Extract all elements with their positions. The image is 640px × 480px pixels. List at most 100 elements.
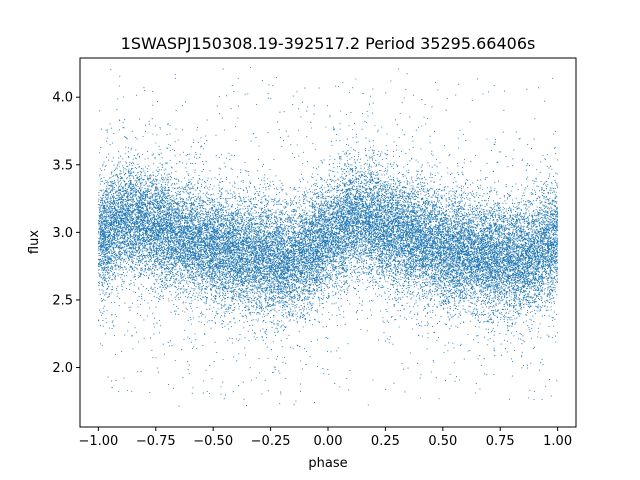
data-point <box>130 149 131 150</box>
data-point <box>469 121 470 122</box>
data-point <box>334 267 335 268</box>
data-point <box>366 180 367 181</box>
data-point <box>283 279 284 280</box>
data-point <box>505 287 506 288</box>
chart-title: 1SWASPJ150308.19-392517.2 Period 35295.6… <box>121 34 536 53</box>
data-point <box>375 285 376 286</box>
data-point <box>403 209 404 210</box>
data-point <box>393 284 394 285</box>
data-point <box>557 253 558 254</box>
data-point <box>262 215 263 216</box>
data-point <box>323 295 324 296</box>
data-point <box>280 393 281 394</box>
data-point <box>336 285 337 286</box>
data-point <box>312 143 313 144</box>
data-point <box>541 307 542 308</box>
data-point <box>451 195 452 196</box>
data-point <box>228 252 229 253</box>
data-point <box>123 231 124 232</box>
data-point <box>485 290 486 291</box>
data-point <box>313 249 314 250</box>
data-point <box>355 189 356 190</box>
data-point <box>258 193 259 194</box>
data-point <box>127 218 128 219</box>
data-point <box>220 240 221 241</box>
data-point <box>514 324 515 325</box>
data-point <box>520 281 521 282</box>
data-point <box>517 202 518 203</box>
data-point <box>139 296 140 297</box>
data-point <box>434 193 435 194</box>
data-point <box>240 188 241 189</box>
data-point <box>290 288 291 289</box>
data-point <box>533 200 534 201</box>
data-point <box>213 279 214 280</box>
data-point <box>250 202 251 203</box>
data-point <box>175 222 176 223</box>
data-point <box>312 282 313 283</box>
data-point <box>176 278 177 279</box>
data-point <box>419 223 420 224</box>
data-point <box>347 343 348 344</box>
data-point <box>200 276 201 277</box>
data-point <box>242 283 243 284</box>
data-point <box>489 306 490 307</box>
data-point <box>98 195 99 196</box>
data-point <box>224 240 225 241</box>
data-point <box>472 216 473 217</box>
data-point <box>157 254 158 255</box>
data-point <box>311 176 312 177</box>
data-point <box>397 272 398 273</box>
data-point <box>338 309 339 310</box>
data-point <box>298 287 299 288</box>
data-point <box>276 291 277 292</box>
data-point <box>355 78 356 79</box>
data-point <box>156 256 157 257</box>
data-point <box>397 188 398 189</box>
data-point <box>332 280 333 281</box>
data-point <box>290 205 291 206</box>
data-point <box>498 213 499 214</box>
data-point <box>447 271 448 272</box>
data-point <box>286 286 287 287</box>
data-point <box>420 378 421 379</box>
data-point <box>326 203 327 204</box>
data-point <box>329 239 330 240</box>
data-point <box>254 243 255 244</box>
data-point <box>460 323 461 324</box>
data-point <box>126 169 127 170</box>
data-point <box>121 284 122 285</box>
data-point <box>117 165 118 166</box>
data-point <box>234 265 235 266</box>
data-point <box>506 211 507 212</box>
data-point <box>113 133 114 134</box>
data-point <box>493 321 494 322</box>
data-point <box>531 192 532 193</box>
data-point <box>140 171 141 172</box>
data-point <box>371 224 372 225</box>
data-point <box>382 188 383 189</box>
data-point <box>448 220 449 221</box>
data-point <box>105 229 106 230</box>
data-point <box>152 291 153 292</box>
data-point <box>215 315 216 316</box>
data-point <box>100 294 101 295</box>
data-point <box>358 285 359 286</box>
data-point <box>319 284 320 285</box>
data-point <box>326 301 327 302</box>
data-point <box>532 298 533 299</box>
data-point <box>201 237 202 238</box>
data-point <box>386 275 387 276</box>
data-point <box>408 170 409 171</box>
data-point <box>227 198 228 199</box>
data-point <box>306 190 307 191</box>
data-point <box>351 215 352 216</box>
data-point <box>113 274 114 275</box>
data-point <box>124 168 125 169</box>
data-point <box>125 188 126 189</box>
data-point <box>517 259 518 260</box>
data-point <box>362 208 363 209</box>
data-point <box>222 295 223 296</box>
data-point <box>304 218 305 219</box>
